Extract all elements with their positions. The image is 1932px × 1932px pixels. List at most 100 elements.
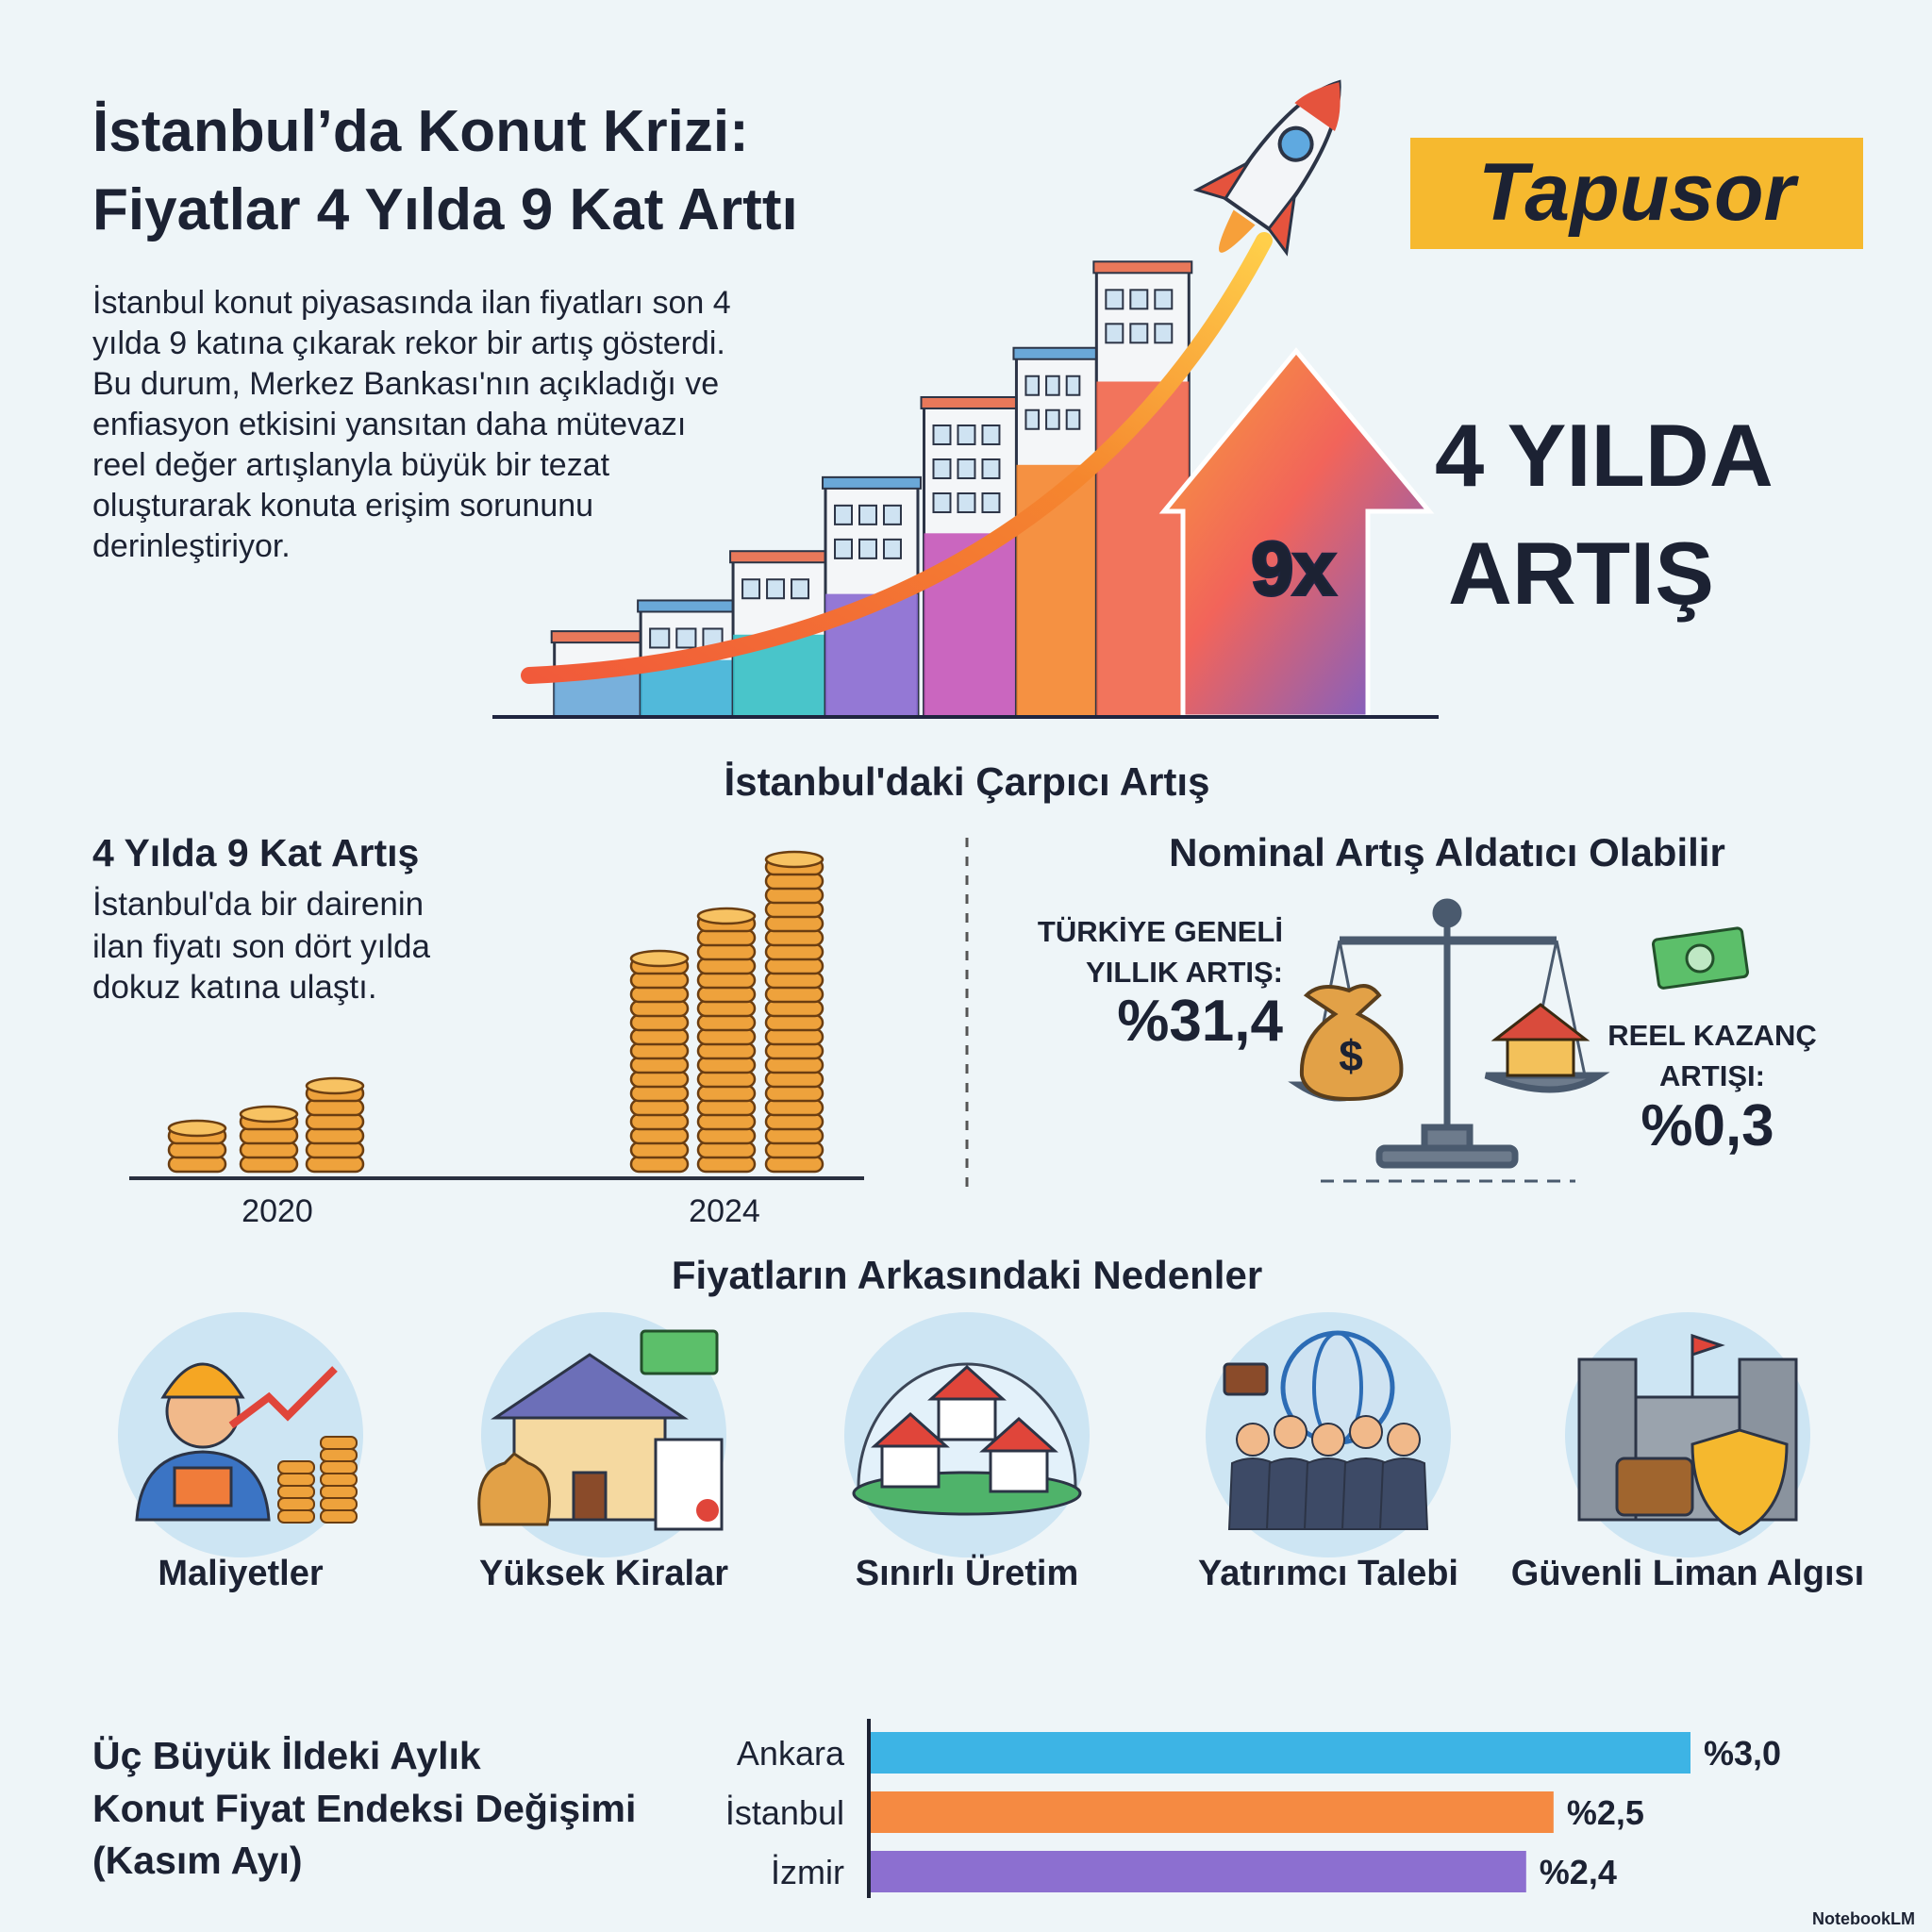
rocket-window [1277,125,1314,162]
bag [1299,984,1404,1102]
coin [320,1509,358,1524]
coin [320,1473,358,1487]
cash-icon [1651,926,1749,990]
coin [696,1070,757,1089]
body-text: İstanbul'da bir dairenin [92,886,424,923]
coin [320,1460,358,1474]
house-roof [1491,1003,1591,1041]
coin [277,1460,315,1474]
stat-value: %0,3 [1641,1093,1774,1158]
house-wall [880,1442,941,1489]
coin [764,957,824,975]
coin [696,1084,757,1103]
reason-label: Yüksek Kiralar [479,1554,728,1593]
house-roof [871,1411,950,1448]
window [957,424,976,445]
headline: 4 YILDA [1435,406,1774,505]
briefcase [1223,1362,1269,1396]
coin [764,1098,824,1117]
window [1129,323,1149,344]
house-roof [491,1353,689,1420]
worker-overall [173,1466,233,1507]
coin [764,900,824,919]
coin [764,971,824,990]
coin [629,999,690,1018]
intro-line: enfiasyon etkisini yansıtan daha mütevaz… [92,407,686,442]
rocket [1192,79,1341,257]
coin [629,985,690,1004]
coin [764,928,824,947]
multiplier: 9x [1252,526,1336,610]
stat-label: TÜRKİYE GENELİ [1038,915,1283,948]
coin [629,1041,690,1060]
building-roof [920,395,1021,409]
value-label: %3,0 [1704,1734,1781,1773]
window [1045,375,1060,396]
trend-arrow [228,1366,338,1429]
building-color [1096,381,1190,717]
flag [1690,1333,1725,1397]
window [932,424,952,445]
window [981,491,1001,513]
person-body [1378,1457,1429,1530]
house-door [572,1471,608,1522]
coin [305,1155,365,1174]
hero-illustration: 9x [492,79,1439,720]
coin [629,1056,690,1074]
reasons: Maliyetler Yüksek Kiralar Sınırlı Üretim Ya… [118,1312,1864,1593]
window [766,578,786,600]
coin [629,1084,690,1103]
reason-label: Güvenli Liman Algısı [1511,1554,1864,1593]
coin [167,1155,227,1174]
reason-label: Maliyetler [158,1554,324,1593]
rocket-nose [1294,82,1341,131]
banknote-seal [1685,943,1715,974]
intro-line: oluşturarak konuta erişim sorununu [92,488,593,524]
reason-icon [1577,1333,1798,1536]
window [981,424,1001,445]
house-wall [989,1447,1049,1493]
window [675,627,697,649]
coin [167,1141,227,1159]
coin [696,1155,757,1174]
coin [629,1098,690,1117]
rising-curve [521,232,1273,684]
scale-icon [1288,898,1610,1183]
coin [764,1112,824,1131]
coin [305,1098,365,1117]
building-roof [822,475,922,490]
coin [764,872,824,891]
coin [764,999,824,1018]
window [957,491,976,513]
coin-top [696,907,757,925]
coin [764,1084,824,1103]
scale-base [1375,1144,1519,1169]
worker-helmet [160,1362,245,1399]
coin [764,886,824,905]
coin [629,1070,690,1089]
coin [320,1436,358,1450]
window [834,504,854,525]
coin [764,1027,824,1046]
intro-line: Bu durum, Merkez Bankası'nın açıkladığı … [92,366,719,402]
coin [305,1112,365,1131]
coin [320,1448,358,1462]
intro: İstanbul konut piyasasında ilan fiyatlar… [92,285,731,564]
coin [696,1112,757,1131]
coin [305,1126,365,1145]
chart-title: Konut Fiyat Endeksi Değişimi [92,1787,636,1830]
intro-line: derinleştiriyor. [92,528,291,564]
section-title: Fiyatların Arkasındaki Nedenler [672,1253,1262,1297]
dollar-sign: $ [1339,1031,1363,1080]
reason-icon [1223,1330,1429,1530]
window [1065,408,1081,430]
value-label: %2,5 [1567,1793,1644,1832]
subsection-title: Nominal Artış Aldatıcı Olabilir [1169,830,1725,874]
coin [764,1141,824,1159]
window [882,504,902,525]
headline: ARTIŞ [1448,524,1714,623]
window [649,627,671,649]
building-roof [550,630,645,644]
house-roof [979,1416,1058,1453]
window [981,458,1001,479]
